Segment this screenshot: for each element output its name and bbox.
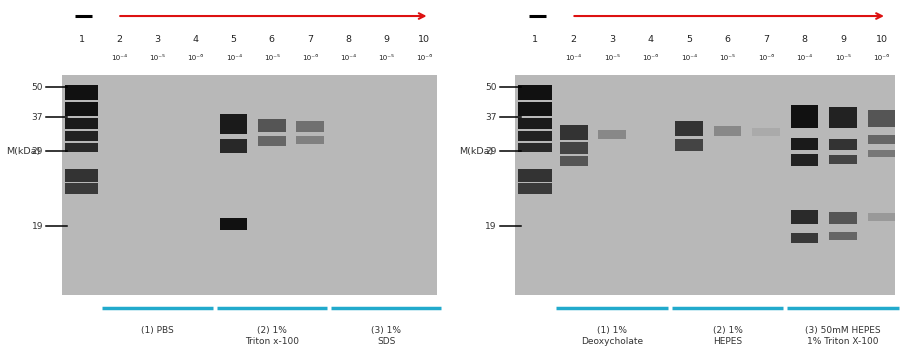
Bar	[518, 131, 552, 141]
Text: 19: 19	[32, 221, 43, 231]
Bar	[64, 169, 98, 182]
Text: 19: 19	[485, 221, 496, 231]
Bar	[791, 233, 818, 243]
Text: 50: 50	[485, 83, 496, 92]
Text: (3) 50mM HEPES
1% Triton X-100: (3) 50mM HEPES 1% Triton X-100	[805, 326, 881, 346]
Text: 10⁻⁶: 10⁻⁶	[873, 55, 890, 61]
Bar	[518, 102, 552, 116]
Bar	[258, 119, 285, 132]
Bar	[220, 218, 247, 230]
Text: 29: 29	[486, 147, 496, 156]
Text: 7: 7	[763, 36, 769, 44]
Bar	[829, 212, 857, 224]
Text: 10⁻⁵: 10⁻⁵	[604, 55, 621, 61]
Text: (2) 1%
HEPES: (2) 1% HEPES	[713, 326, 743, 346]
Bar	[675, 139, 703, 151]
Text: 10⁻⁴: 10⁻⁴	[226, 55, 242, 61]
Text: 37: 37	[485, 113, 496, 122]
Text: (1) 1%
Deoxycholate: (1) 1% Deoxycholate	[581, 326, 643, 346]
Text: 10⁻⁴: 10⁻⁴	[340, 55, 356, 61]
Bar	[64, 102, 98, 116]
Text: 10⁻⁴: 10⁻⁴	[681, 55, 698, 61]
Text: 10: 10	[875, 36, 888, 44]
Bar	[598, 130, 626, 139]
Text: (1) PBS: (1) PBS	[141, 326, 174, 335]
Text: 8: 8	[802, 36, 807, 44]
Bar	[516, 75, 895, 295]
Bar	[220, 114, 247, 134]
Text: M(kDa): M(kDa)	[459, 147, 493, 156]
Bar	[560, 125, 588, 140]
Text: 37: 37	[32, 113, 43, 122]
Bar	[62, 75, 438, 295]
Text: 4: 4	[648, 36, 653, 44]
Bar	[258, 136, 285, 146]
Text: (2) 1%
Triton x-100: (2) 1% Triton x-100	[245, 326, 299, 346]
Bar	[296, 121, 323, 132]
Bar	[560, 156, 588, 166]
Bar	[220, 139, 247, 153]
Bar	[829, 232, 857, 240]
Text: 10⁻⁵: 10⁻⁵	[719, 55, 736, 61]
Text: (3) 1%
SDS: (3) 1% SDS	[371, 326, 401, 346]
Text: 6: 6	[269, 36, 275, 44]
Bar	[791, 154, 818, 166]
Bar	[64, 183, 98, 194]
Text: 10⁻⁵: 10⁻⁵	[835, 55, 851, 61]
Text: 7: 7	[307, 36, 313, 44]
Bar	[791, 105, 818, 128]
Bar	[675, 121, 703, 136]
Text: 10⁻⁶: 10⁻⁶	[188, 55, 204, 61]
Text: 1: 1	[532, 36, 538, 44]
Bar	[752, 128, 780, 136]
Text: 10⁻⁶: 10⁻⁶	[642, 55, 659, 61]
Text: 10⁻⁵: 10⁻⁵	[378, 55, 394, 61]
Text: 29: 29	[32, 147, 43, 156]
Bar	[868, 135, 895, 144]
Text: 10⁻⁴: 10⁻⁴	[111, 55, 128, 61]
Text: 9: 9	[383, 36, 389, 44]
Bar	[64, 85, 98, 100]
Text: 2: 2	[117, 36, 122, 44]
Text: M(kDa): M(kDa)	[5, 147, 40, 156]
Text: 3: 3	[609, 36, 615, 44]
Text: 2: 2	[571, 36, 577, 44]
Text: 1: 1	[79, 36, 84, 44]
Bar	[829, 155, 857, 164]
Text: 10⁻⁴: 10⁻⁴	[796, 55, 813, 61]
Bar	[791, 138, 818, 150]
Bar	[714, 126, 741, 136]
Bar	[518, 169, 552, 182]
Text: 10⁻⁶: 10⁻⁶	[302, 55, 318, 61]
Bar	[829, 107, 857, 128]
Text: 5: 5	[231, 36, 236, 44]
Text: 6: 6	[725, 36, 730, 44]
Bar	[868, 150, 895, 157]
Text: 4: 4	[193, 36, 198, 44]
Bar	[64, 143, 98, 152]
Text: 50: 50	[32, 83, 43, 92]
Text: 9: 9	[840, 36, 846, 44]
Text: 3: 3	[155, 36, 160, 44]
Bar	[868, 213, 895, 221]
Text: 10⁻⁶: 10⁻⁶	[416, 55, 432, 61]
Bar	[518, 118, 552, 129]
Text: 10⁻⁴: 10⁻⁴	[565, 55, 582, 61]
Bar	[518, 143, 552, 152]
Bar	[518, 183, 552, 194]
Text: 10⁻⁵: 10⁻⁵	[149, 55, 166, 61]
Text: 10⁻⁵: 10⁻⁵	[264, 55, 280, 61]
Bar	[560, 142, 588, 154]
Bar	[791, 210, 818, 224]
Bar	[64, 131, 98, 141]
Text: 10⁻⁶: 10⁻⁶	[758, 55, 774, 61]
Bar	[296, 136, 323, 144]
Text: 8: 8	[345, 36, 351, 44]
Bar	[518, 85, 552, 100]
Text: 5: 5	[686, 36, 692, 44]
Bar	[829, 139, 857, 150]
Text: 10: 10	[419, 36, 430, 44]
Bar	[868, 110, 895, 127]
Bar	[64, 118, 98, 129]
